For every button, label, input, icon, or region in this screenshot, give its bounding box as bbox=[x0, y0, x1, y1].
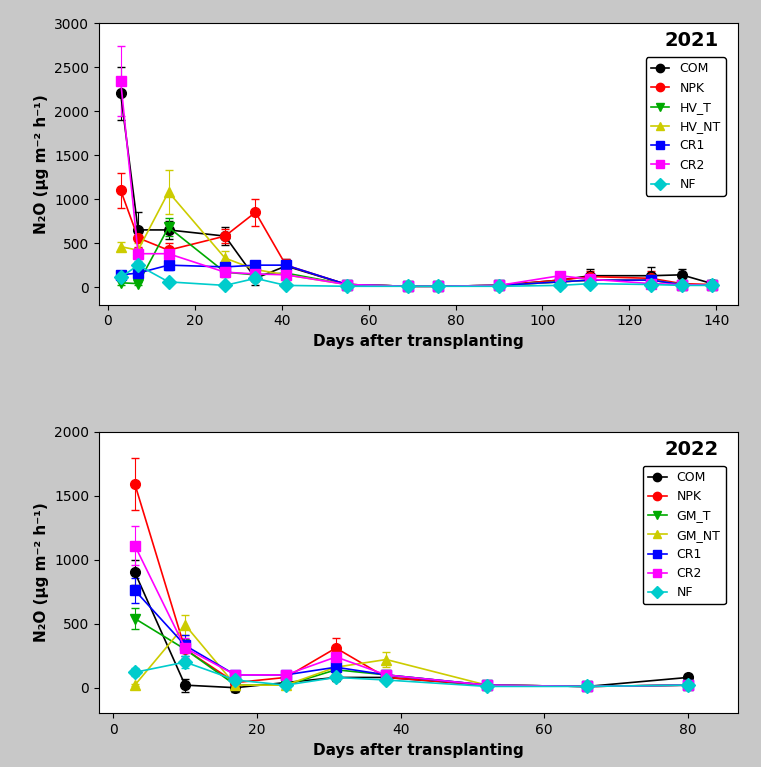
Text: 2021: 2021 bbox=[665, 31, 719, 51]
Legend: COM, NPK, GM_T, GM_NT, CR1, CR2, NF: COM, NPK, GM_T, GM_NT, CR1, CR2, NF bbox=[643, 466, 725, 604]
X-axis label: Days after transplanting: Days after transplanting bbox=[314, 742, 524, 758]
Y-axis label: N₂O (μg m⁻² h⁻¹): N₂O (μg m⁻² h⁻¹) bbox=[33, 94, 49, 234]
Y-axis label: N₂O (μg m⁻² h⁻¹): N₂O (μg m⁻² h⁻¹) bbox=[33, 502, 49, 642]
Legend: COM, NPK, HV_T, HV_NT, CR1, CR2, NF: COM, NPK, HV_T, HV_NT, CR1, CR2, NF bbox=[645, 58, 725, 196]
Text: 2022: 2022 bbox=[665, 440, 719, 459]
X-axis label: Days after transplanting: Days after transplanting bbox=[314, 334, 524, 349]
